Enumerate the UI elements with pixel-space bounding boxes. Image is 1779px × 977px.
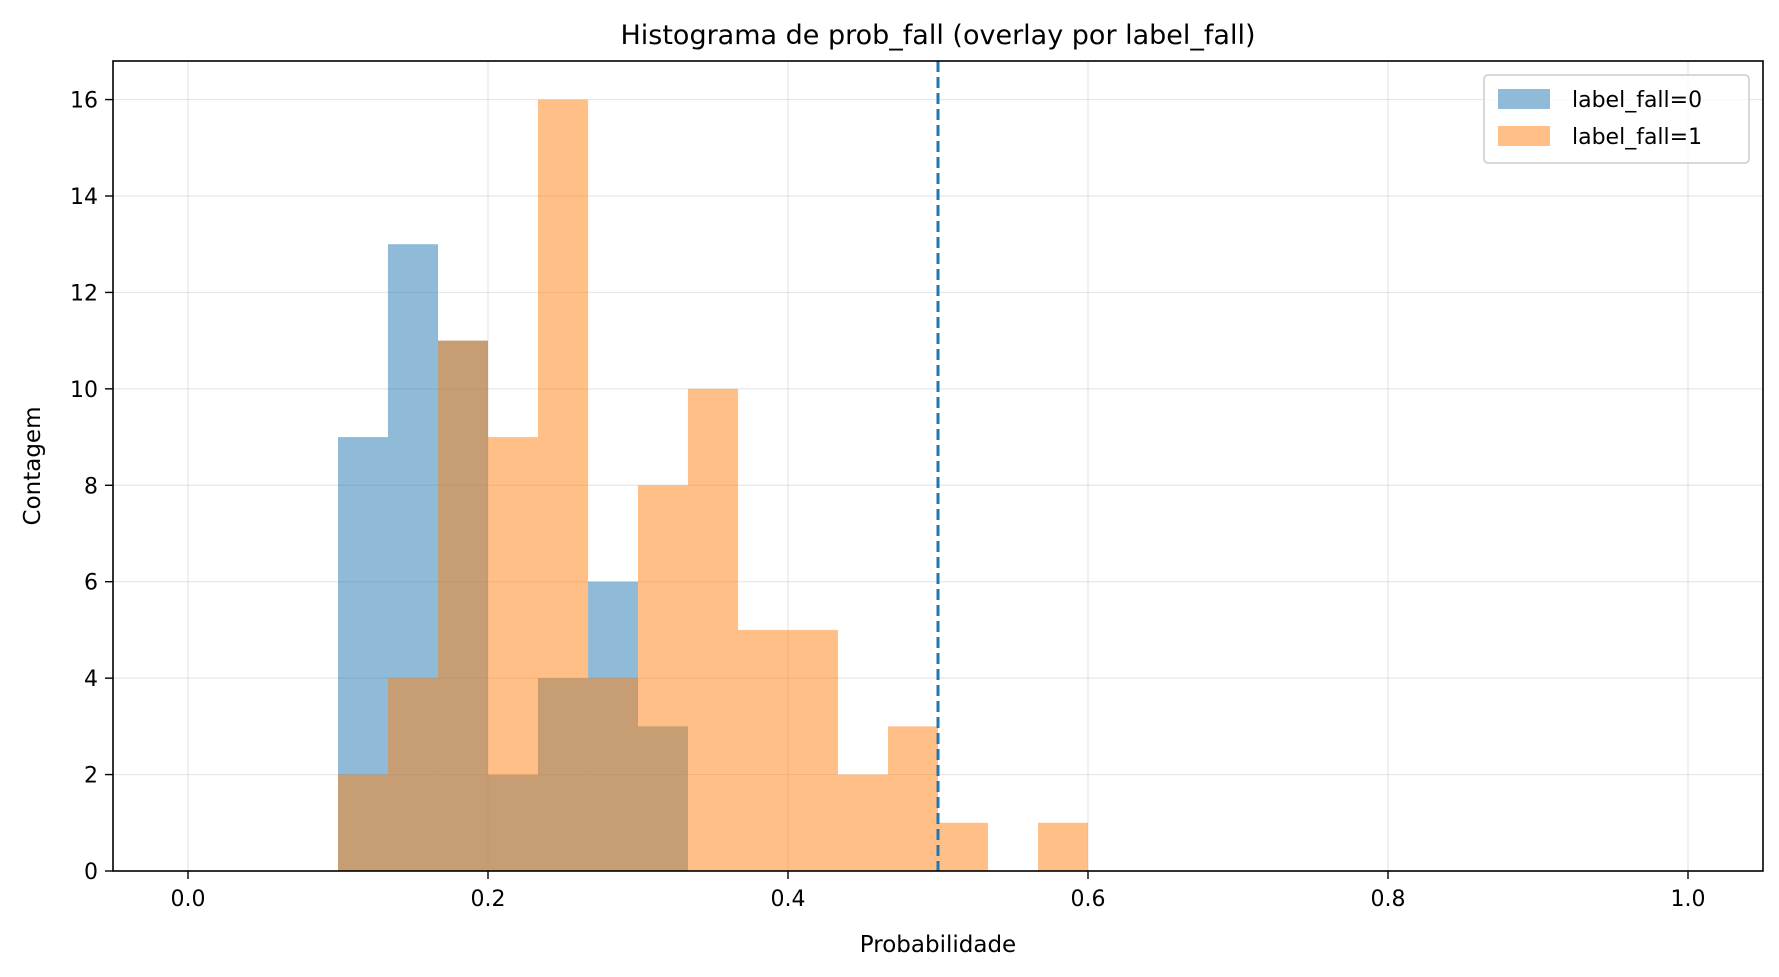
x-tick-label-1: 0.2 — [471, 887, 506, 912]
bar-series-1-bin-13 — [837, 774, 889, 871]
x-axis-label: Probabilidade — [860, 932, 1016, 958]
x-tick-label-4: 0.8 — [1371, 887, 1406, 912]
x-tick-label-2: 0.4 — [771, 887, 806, 912]
x-tick-label-5: 1.0 — [1671, 887, 1706, 912]
bar-series-1-bin-11 — [738, 629, 788, 871]
bar-series-1-bin-15 — [938, 822, 988, 871]
bar-series-1-bin-10 — [687, 388, 739, 871]
bar-series-1-bin-7 — [537, 99, 589, 872]
bars-layer — [338, 99, 1088, 872]
bar-series-1-bin-6 — [488, 437, 538, 871]
bar-series-1-bin-12 — [788, 629, 838, 871]
y-tick-label-6: 12 — [70, 281, 98, 306]
bar-series-1-bin-9 — [638, 485, 688, 871]
x-tick-label-0: 0.0 — [171, 887, 206, 912]
y-axis-label: Contagem — [20, 407, 46, 526]
chart-title: Histograma de prob_fall (overlay por lab… — [620, 20, 1255, 51]
y-tick-label-1: 2 — [84, 764, 98, 789]
legend: label_fall=0 label_fall=1 — [1483, 74, 1750, 164]
plot-frame — [112, 60, 1764, 872]
x-tick-label-3: 0.6 — [1071, 887, 1106, 912]
x-axis-ticks: 0.0 0.2 0.4 0.6 0.8 1.0 — [171, 871, 1706, 912]
bar-series-1-bin-8 — [588, 678, 638, 871]
bar-series-1-bin-5 — [438, 340, 488, 872]
bar-series-1-bin-17 — [1038, 822, 1088, 871]
bar-series-1-bin-4 — [387, 678, 439, 871]
y-tick-label-2: 4 — [84, 667, 98, 692]
y-tick-label-0: 0 — [84, 860, 98, 885]
legend-swatch-label-fall-1 — [1498, 126, 1550, 146]
legend-entry-label-fall-0: label_fall=0 — [1572, 88, 1702, 113]
y-tick-label-4: 8 — [84, 474, 98, 499]
bar-series-1-bin-3 — [338, 774, 388, 871]
legend-entry-label-fall-1: label_fall=1 — [1572, 125, 1702, 150]
y-tick-label-7: 14 — [70, 185, 98, 210]
y-axis-ticks: 0 2 4 6 8 10 12 14 16 — [70, 89, 113, 885]
y-tick-label-5: 10 — [70, 378, 98, 403]
legend-swatch-label-fall-0 — [1498, 89, 1550, 109]
legend-box — [1483, 74, 1750, 164]
y-tick-label-8: 16 — [70, 89, 98, 114]
bar-series-1-bin-14 — [888, 726, 938, 871]
y-tick-label-3: 6 — [84, 571, 98, 596]
